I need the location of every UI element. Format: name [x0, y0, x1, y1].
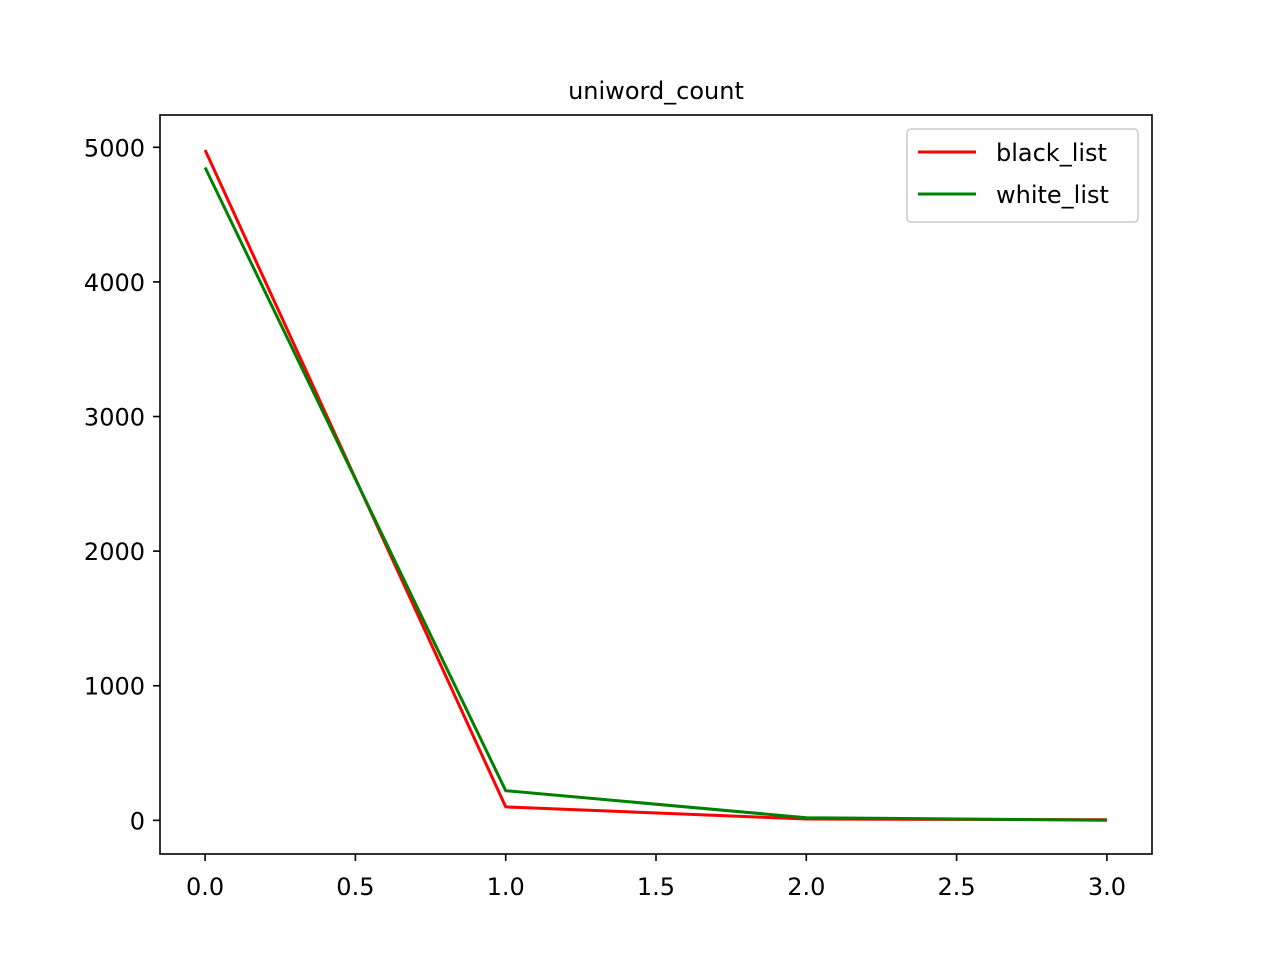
y-tick-label: 0 [130, 807, 145, 835]
x-tick-label: 1.5 [637, 873, 675, 901]
series-lines [203, 149, 1107, 822]
y-tick-label: 5000 [84, 134, 145, 162]
y-tick-label: 2000 [84, 538, 145, 566]
chart-title: uniword_count [568, 77, 744, 105]
plot-frame [159, 114, 1153, 855]
y-axis: 0 1000 2000 3000 4000 5000 [84, 134, 160, 835]
x-tick-label: 1.0 [487, 873, 525, 901]
legend: black_list white_list [906, 128, 1139, 223]
x-axis: 0.0 0.5 1.0 1.5 2.0 2.5 3.0 [186, 854, 1126, 901]
series-line-white-list [203, 166, 1107, 822]
y-tick-label: 4000 [84, 269, 145, 297]
x-tick-label: 2.0 [787, 873, 825, 901]
legend-label-white-list: white_list [996, 181, 1109, 209]
x-tick-label: 0.5 [336, 873, 374, 901]
y-tick-label: 3000 [84, 404, 145, 432]
x-tick-label: 2.5 [938, 873, 976, 901]
x-tick-label: 3.0 [1088, 873, 1126, 901]
legend-label-black-list: black_list [996, 139, 1107, 167]
x-tick-label: 0.0 [186, 873, 224, 901]
y-tick-label: 1000 [84, 673, 145, 701]
